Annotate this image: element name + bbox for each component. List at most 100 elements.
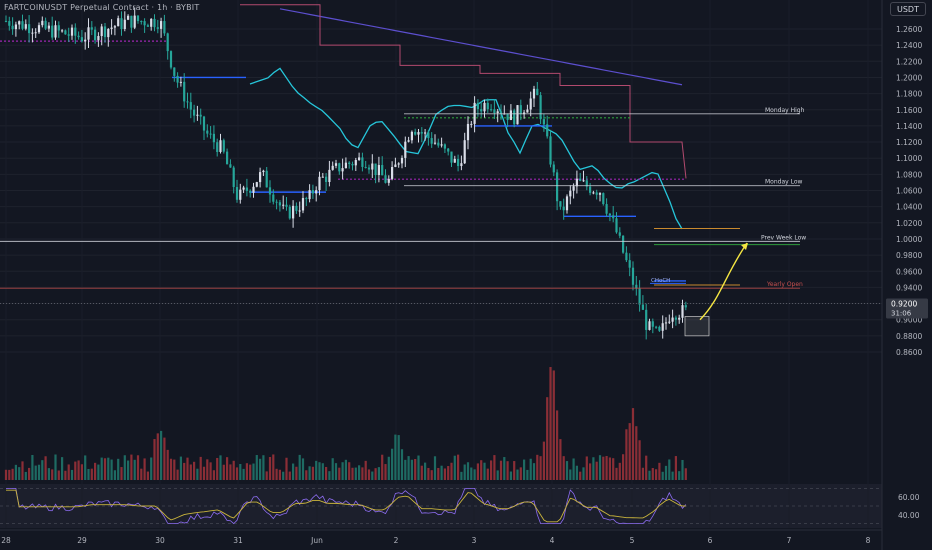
volume-bar bbox=[123, 455, 126, 480]
volume-bar bbox=[262, 455, 265, 480]
volume-bar bbox=[559, 439, 562, 480]
candle-body bbox=[222, 140, 225, 152]
volume-bar bbox=[117, 458, 120, 480]
volume-bar bbox=[179, 456, 182, 480]
candle-body bbox=[367, 167, 371, 170]
candle-body bbox=[605, 204, 608, 214]
volume-bar bbox=[608, 457, 611, 480]
volume-bar bbox=[298, 454, 301, 480]
candle-body bbox=[229, 164, 232, 168]
volume-bar bbox=[536, 454, 539, 480]
candle-body bbox=[216, 142, 219, 152]
volume-bar bbox=[8, 469, 11, 480]
volume-bar bbox=[575, 465, 578, 480]
volume-bar bbox=[4, 469, 8, 480]
volume-bar bbox=[628, 423, 631, 480]
rsi-panel bbox=[0, 487, 882, 525]
candle-body bbox=[622, 235, 625, 253]
time-tick-label: 30 bbox=[155, 536, 165, 545]
candle-body bbox=[598, 193, 602, 195]
candle-body bbox=[262, 170, 265, 173]
candle-body bbox=[179, 81, 182, 83]
candle-body bbox=[107, 28, 110, 38]
candle-body bbox=[529, 98, 532, 110]
price-tick-label: 1.0200 bbox=[896, 219, 922, 228]
candle-body bbox=[4, 20, 8, 22]
volume-bar bbox=[433, 456, 437, 480]
candle-body bbox=[513, 110, 516, 125]
currency-button[interactable]: USDT bbox=[890, 2, 926, 16]
volume-bar bbox=[34, 465, 37, 480]
candle-body bbox=[120, 18, 123, 30]
volume-bar bbox=[397, 435, 400, 480]
candle-body bbox=[585, 180, 588, 187]
volume-bar bbox=[186, 457, 189, 480]
candle-body bbox=[160, 21, 163, 29]
candle-body bbox=[486, 102, 489, 110]
volume-bar bbox=[516, 469, 519, 480]
volume-bar bbox=[239, 463, 242, 480]
volume-bar bbox=[222, 464, 225, 480]
candle-body bbox=[384, 175, 387, 183]
volume-bar bbox=[57, 470, 60, 480]
volume-bar bbox=[490, 460, 493, 480]
volume-bar bbox=[364, 460, 367, 480]
volume-bar bbox=[268, 457, 272, 480]
candle-body bbox=[67, 34, 70, 36]
volume-bar bbox=[612, 458, 615, 480]
candle-body bbox=[430, 138, 433, 144]
volume-bar bbox=[648, 470, 651, 480]
candle-body bbox=[311, 190, 314, 194]
volume-bar bbox=[143, 458, 146, 480]
volume-bar bbox=[552, 370, 555, 480]
volume-bar bbox=[377, 467, 380, 480]
volume-bar bbox=[94, 462, 97, 480]
volume-bar bbox=[625, 429, 628, 480]
candle-body bbox=[523, 112, 526, 115]
volume-bar bbox=[209, 462, 212, 480]
candle-body bbox=[592, 192, 595, 194]
candle-body bbox=[242, 187, 245, 190]
volume-bar bbox=[569, 469, 572, 480]
candle-body bbox=[103, 26, 107, 38]
candle-body bbox=[301, 198, 305, 211]
candle-body bbox=[24, 24, 27, 29]
volume-bar bbox=[308, 466, 311, 480]
volume-bar bbox=[47, 468, 50, 480]
volume-bar bbox=[539, 456, 542, 480]
volume-bar bbox=[595, 461, 598, 480]
volume-bar bbox=[684, 468, 687, 480]
indicator-overlays bbox=[0, 4, 687, 282]
candle-body bbox=[331, 165, 334, 170]
candle-body bbox=[209, 133, 212, 135]
price-tick-label: 1.2200 bbox=[896, 57, 922, 66]
candle-body bbox=[476, 102, 479, 110]
volume-bar bbox=[235, 467, 239, 480]
candle-body bbox=[8, 21, 11, 26]
candle-body bbox=[638, 288, 641, 305]
candle-body bbox=[173, 67, 176, 76]
volume-bar bbox=[325, 466, 328, 480]
volume-bar bbox=[285, 457, 288, 480]
symbol-title[interactable]: FARTCOINUSDT Perpetual Contract · 1h · B… bbox=[4, 3, 200, 12]
candle-body bbox=[678, 317, 681, 320]
candle-body bbox=[391, 166, 394, 179]
candle-body bbox=[334, 163, 338, 166]
volume-bar bbox=[526, 469, 529, 480]
candle-body bbox=[532, 88, 536, 99]
volume-bar bbox=[532, 463, 536, 480]
volume-bar bbox=[232, 460, 235, 480]
volume-bar bbox=[341, 462, 344, 480]
candle-body bbox=[278, 202, 281, 206]
volume-bar bbox=[11, 468, 14, 480]
price-tick-label: 0.9400 bbox=[896, 283, 922, 292]
volume-bar bbox=[668, 459, 671, 480]
candle-body bbox=[47, 25, 50, 29]
candle-body bbox=[440, 144, 443, 146]
volume-bar bbox=[318, 462, 321, 480]
volume-bar bbox=[166, 449, 169, 480]
volume-bar bbox=[367, 469, 371, 480]
volume-bar bbox=[110, 459, 113, 480]
candle-body bbox=[44, 20, 47, 29]
